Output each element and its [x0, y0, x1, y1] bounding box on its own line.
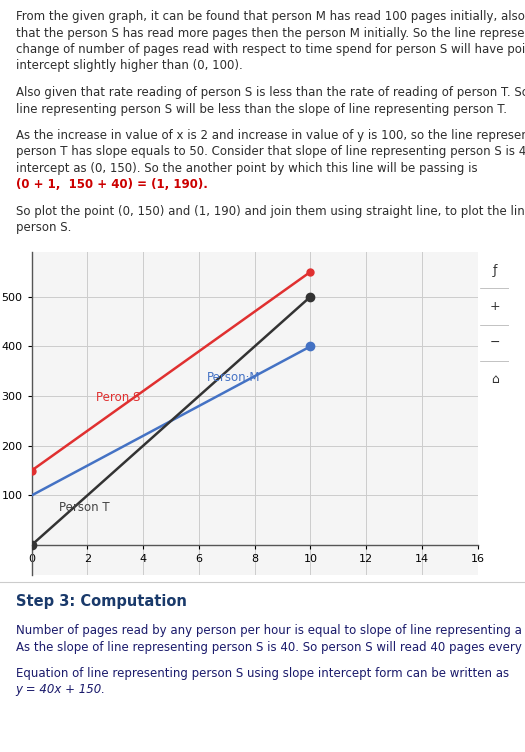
Text: y = 40x + 150.: y = 40x + 150. [16, 684, 106, 696]
Text: ƒ: ƒ [492, 264, 497, 277]
Text: As the increase in value of x is 2 and increase in value of y is 100, so the lin: As the increase in value of x is 2 and i… [16, 129, 525, 142]
Text: Also given that rate reading of person S is less than the rate of reading of per: Also given that rate reading of person S… [16, 86, 525, 99]
Text: ⌂: ⌂ [491, 373, 499, 386]
Text: From the given graph, it can be found that person M has read 100 pages initially: From the given graph, it can be found th… [16, 10, 525, 23]
Text: person S.: person S. [16, 222, 71, 235]
Text: person T has slope equals to 50. Consider that slope of line representing person: person T has slope equals to 50. Conside… [16, 145, 525, 159]
Text: As the slope of line representing person S is 40. So person S will read 40 pages: As the slope of line representing person… [16, 641, 525, 653]
Text: intercept slightly higher than (0, 100).: intercept slightly higher than (0, 100). [16, 59, 243, 72]
Text: Step 3: Computation: Step 3: Computation [16, 594, 186, 609]
Text: that the person S has read more pages then the person M initially. So the line r: that the person S has read more pages th… [16, 26, 525, 40]
Text: Peron S: Peron S [96, 391, 140, 404]
Text: line representing person S will be less than the slope of line representing pers: line representing person S will be less … [16, 102, 507, 116]
Text: Person T: Person T [59, 502, 110, 514]
Text: +: + [489, 300, 500, 313]
Text: −: − [489, 336, 500, 350]
Text: Number of pages read by any person per hour is equal to slope of line representi: Number of pages read by any person per h… [16, 624, 525, 637]
Text: Person·M: Person·M [207, 371, 261, 384]
Text: (0 + 1,  150 + 40) = (1, 190).: (0 + 1, 150 + 40) = (1, 190). [16, 178, 207, 192]
Text: intercept as (0, 150). So the another point by which this line will be passing i: intercept as (0, 150). So the another po… [16, 162, 477, 175]
Text: change of number of pages read with respect to time spend for person S will have: change of number of pages read with resp… [16, 43, 525, 56]
Text: Equation of line representing person S using slope intercept form can be written: Equation of line representing person S u… [16, 667, 509, 680]
Text: So plot the point (0, 150) and (1, 190) and join them using straight line, to pl: So plot the point (0, 150) and (1, 190) … [16, 205, 525, 218]
